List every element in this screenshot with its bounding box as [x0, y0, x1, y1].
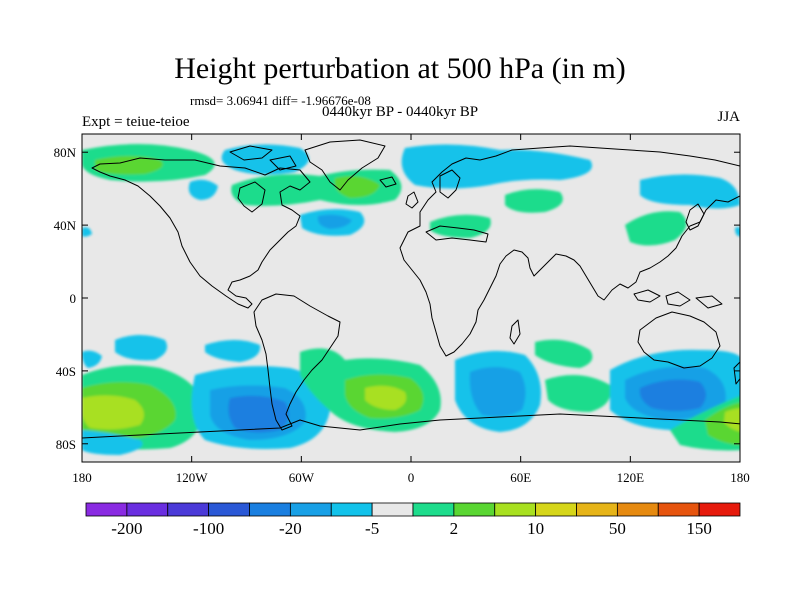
lon-tick-label: 180	[730, 470, 750, 485]
coastline-layer	[82, 139, 740, 439]
anomaly-negative-region	[228, 395, 289, 433]
coastline	[633, 289, 661, 303]
anomaly-positive-region	[365, 385, 407, 410]
colorbar-swatch	[453, 502, 496, 517]
anomaly-positive-region	[82, 395, 144, 430]
coastline	[695, 295, 723, 309]
lon-tick-label: 60W	[289, 470, 315, 485]
coastline	[304, 139, 386, 191]
colorbar-label: -5	[365, 519, 379, 538]
anomaly-negative-region	[205, 340, 261, 362]
anomaly-negative-region	[188, 179, 218, 200]
rmsd-stats: rmsd= 3.06941 diff= -1.96676e-08	[190, 93, 371, 108]
colorbar-swatch	[167, 502, 210, 517]
anomaly-negative-region	[469, 367, 526, 417]
colorbar-swatch	[412, 502, 455, 517]
lon-tick-label: 180	[72, 470, 92, 485]
anomaly-positive-region	[505, 189, 563, 213]
season-label: JJA	[717, 109, 740, 125]
coastline	[399, 145, 740, 357]
lon-tick-label: 60E	[510, 470, 531, 485]
anomaly-positive-region	[95, 156, 163, 175]
anomaly-positive-region	[724, 408, 740, 432]
coastline	[91, 157, 311, 309]
colorbar-swatch	[249, 502, 291, 517]
colorbar-swatch	[289, 502, 332, 517]
lon-tick-label: 120W	[176, 470, 209, 485]
colorbar-swatch	[85, 502, 128, 517]
anomaly-positive-region	[545, 375, 611, 412]
colorbar-swatch	[698, 502, 741, 517]
colorbar-swatch	[616, 502, 659, 517]
coastline	[509, 319, 521, 345]
anomaly-positive-region	[334, 176, 380, 198]
anomaly-negative-region	[735, 227, 740, 237]
coastline	[685, 203, 705, 231]
anomaly-negative-region	[401, 144, 592, 189]
coastline	[269, 155, 297, 171]
colorbar-swatch	[576, 502, 618, 517]
colorbar-swatch	[126, 502, 169, 517]
colorbar-swatch	[330, 502, 373, 517]
anomaly-negative-region	[82, 350, 102, 368]
anomaly-negative-region	[639, 379, 706, 411]
longitude-axis: 180 120W 60W 0 60E 120E 180	[72, 134, 750, 485]
latitude-axis: 80N 40N 0 40S 80S	[54, 145, 740, 452]
anomaly-negative-region	[640, 174, 740, 209]
colorbar-label: -20	[279, 519, 302, 538]
lat-tick-label: 80N	[54, 145, 77, 160]
colorbar-label: -100	[193, 519, 224, 538]
period-subtitle: 0440kyr BP - 0440kyr BP	[322, 104, 479, 120]
coastline	[82, 413, 740, 439]
lon-tick-label: 0	[408, 470, 415, 485]
anomaly-positive-region	[625, 211, 687, 246]
coastline	[405, 191, 419, 209]
coastline	[439, 169, 461, 199]
colorbar-swatch	[535, 502, 577, 517]
colorbar-label: 50	[609, 519, 626, 538]
colorbar-swatch	[208, 502, 250, 517]
anomaly-negative-region	[115, 335, 168, 361]
colorbar-label: 2	[450, 519, 459, 538]
coastline	[237, 181, 266, 213]
colorbar-label: -200	[111, 519, 142, 538]
anomaly-negative-region	[317, 214, 352, 229]
coastline	[229, 145, 273, 161]
anomaly-negative-region	[82, 430, 143, 455]
experiment-label: Expt = teiue-teioe	[82, 114, 190, 130]
anomaly-negative-region	[82, 227, 92, 237]
lat-tick-label: 40N	[54, 218, 77, 233]
colorbar-swatch	[494, 502, 537, 517]
plot-title: Height perturbation at 500 hPa (in m)	[174, 52, 626, 85]
anomaly-positive-region	[430, 214, 491, 238]
coastline	[425, 225, 489, 243]
colorbar-swatch	[371, 502, 414, 517]
coastline	[253, 293, 341, 431]
coastline	[637, 311, 721, 369]
coastline	[665, 291, 691, 307]
lat-tick-label: 0	[70, 291, 77, 306]
coastline	[379, 176, 397, 188]
lat-tick-label: 40S	[56, 364, 76, 379]
colorbar: -200 -100 -20 -5 2 10 50 150	[85, 502, 741, 538]
colorbar-label: 150	[686, 519, 712, 538]
anomaly-positive-region	[535, 339, 593, 368]
colorbar-swatch	[657, 502, 700, 517]
coastline	[733, 361, 740, 385]
contour-fill-layer	[82, 144, 740, 455]
lat-tick-label: 80S	[56, 437, 76, 452]
colorbar-label: 10	[527, 519, 544, 538]
lon-tick-label: 120E	[617, 470, 645, 485]
anomaly-negative-region	[221, 144, 309, 175]
